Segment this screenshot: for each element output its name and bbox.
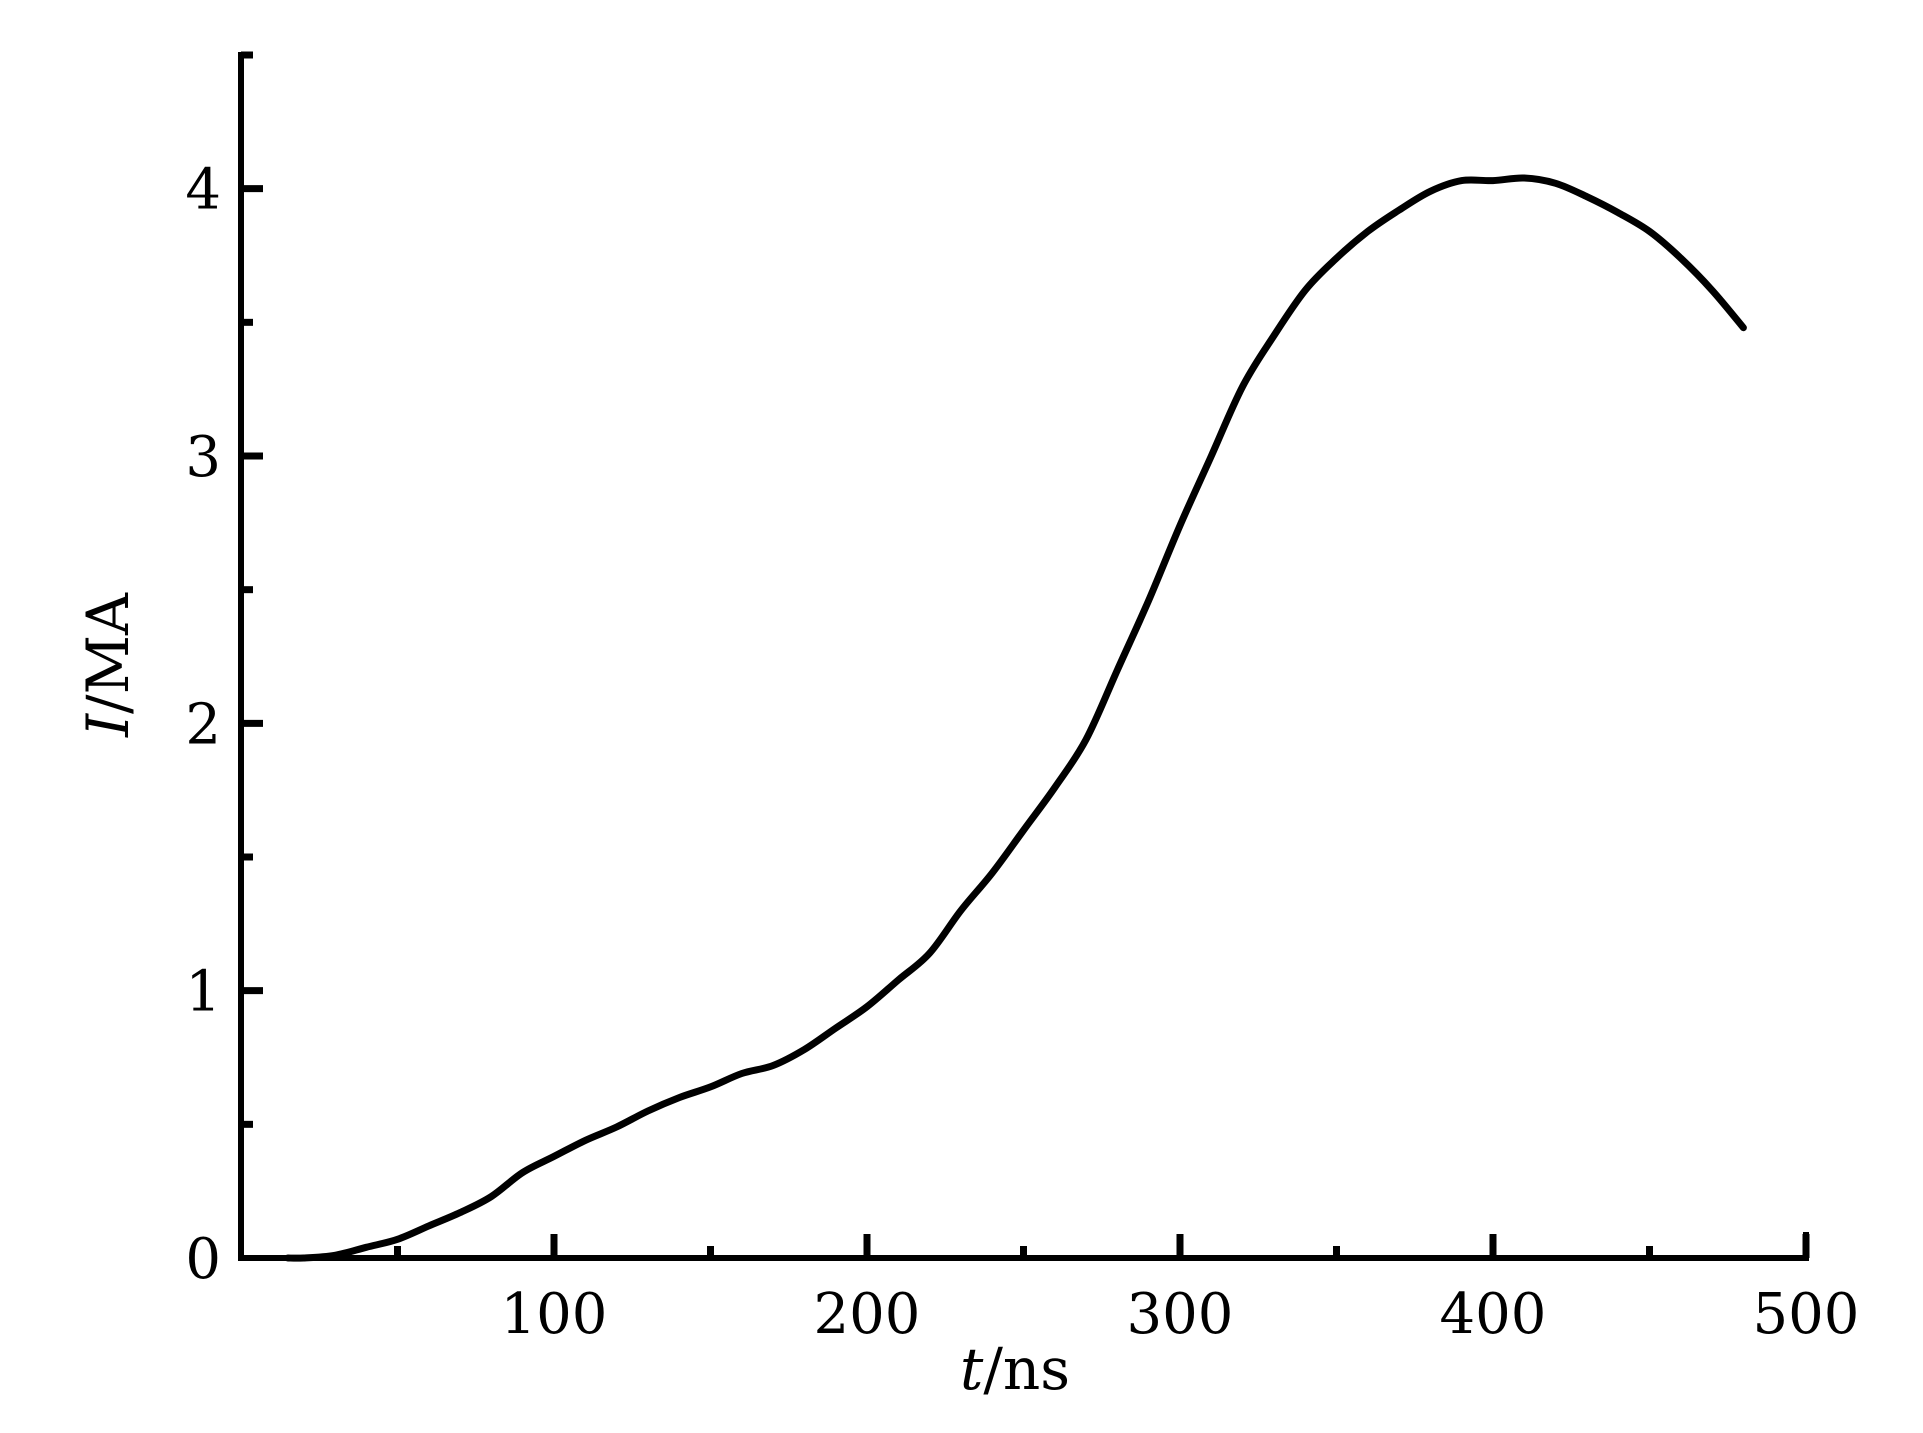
current-series-line (284, 174, 1747, 1262)
x-tick-label: 200 (814, 1282, 921, 1347)
x-axis-label-symbol: t (960, 1335, 984, 1403)
x-axis-label-unit: /ns (983, 1335, 1070, 1403)
y-tick-label: 1 (185, 960, 221, 1025)
y-tick-label: 4 (185, 158, 221, 223)
y-tick-label: 3 (185, 425, 221, 490)
x-axis-label: t/ns (960, 1335, 1070, 1403)
x-tick-label: 100 (501, 1282, 608, 1347)
y-axis-label-symbol: I (74, 713, 142, 738)
x-tick-label: 300 (1127, 1282, 1234, 1347)
y-axis-label: I/MA (74, 592, 142, 738)
y-axis-label-unit: /MA (74, 592, 142, 714)
tick-labels: 100 200 300 400 500 0 1 2 3 4 (185, 158, 1859, 1347)
series-layer (284, 174, 1747, 1262)
axes (238, 52, 1809, 1261)
y-tick-label: 2 (185, 692, 221, 757)
x-tick-label: 400 (1440, 1282, 1547, 1347)
x-tick-label: 500 (1753, 1282, 1860, 1347)
ticks (241, 51, 1810, 1258)
y-tick-label: 0 (185, 1227, 221, 1292)
